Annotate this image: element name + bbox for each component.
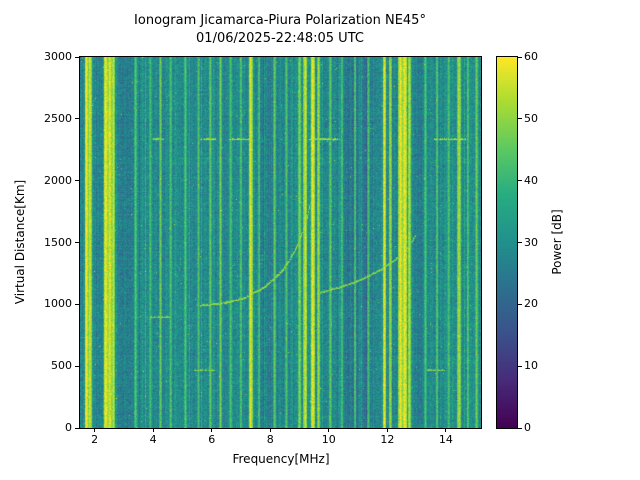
y-tick-label: 2000 <box>44 173 72 187</box>
colorbar-tick-mark <box>518 180 522 182</box>
y-tick-label: 0 <box>65 421 72 434</box>
x-tick-mark <box>211 428 213 432</box>
x-tick-label: 2 <box>91 433 99 446</box>
axes-frame <box>79 56 482 429</box>
x-tick-mark <box>152 428 154 432</box>
colorbar-tick-mark <box>518 303 522 305</box>
y-tick-mark <box>75 118 79 120</box>
colorbar-tick-label: 50 <box>524 111 538 125</box>
x-tick-label: 6 <box>208 433 216 446</box>
y-tick-label: 1000 <box>44 297 72 311</box>
y-tick-mark <box>75 242 79 243</box>
y-tick-mark <box>75 56 79 58</box>
colorbar-tick-mark <box>518 118 522 120</box>
chart-title: Ionogram Jicamarca-Piura Polarization NE… <box>134 13 426 28</box>
x-tick-mark <box>269 428 271 432</box>
colorbar-tick-label: 20 <box>524 297 538 311</box>
y-tick-label: 2500 <box>44 111 72 125</box>
y-tick-label: 500 <box>51 359 72 373</box>
colorbar-gradient <box>497 57 517 428</box>
colorbar-tick-label: 30 <box>524 235 538 249</box>
colorbar-tick-mark <box>518 56 522 58</box>
colorbar-tick-mark <box>518 427 522 429</box>
x-tick-label: 4 <box>149 433 157 446</box>
colorbar-frame <box>496 56 518 429</box>
chart-subtitle: 01/06/2025-22:48:05 UTC <box>196 31 364 46</box>
y-tick-mark <box>75 427 79 429</box>
y-tick-mark <box>75 303 79 305</box>
x-tick-label: 14 <box>438 433 453 446</box>
colorbar-tick-label: 60 <box>524 50 538 63</box>
x-tick-mark <box>445 428 447 432</box>
colorbar-tick-mark <box>518 365 522 367</box>
colorbar-tick-label: 10 <box>524 359 538 373</box>
ionogram-heatmap <box>80 57 481 428</box>
x-tick-mark <box>386 428 388 432</box>
y-tick-mark <box>75 365 79 367</box>
y-tick-mark <box>75 180 79 182</box>
colorbar-tick-mark <box>518 242 522 243</box>
x-tick-mark <box>328 428 330 432</box>
y-tick-label: 3000 <box>44 50 72 63</box>
x-tick-mark <box>94 428 96 432</box>
x-tick-label: 10 <box>321 433 336 446</box>
y-tick-label: 1500 <box>44 235 72 249</box>
x-tick-label: 12 <box>380 433 395 446</box>
colorbar-label: Power [dB] <box>550 209 564 275</box>
x-axis-label: Frequency[MHz] <box>232 452 330 466</box>
colorbar-tick-label: 0 <box>524 421 531 434</box>
x-tick-label: 8 <box>266 433 274 446</box>
colorbar-tick-label: 40 <box>524 173 538 187</box>
